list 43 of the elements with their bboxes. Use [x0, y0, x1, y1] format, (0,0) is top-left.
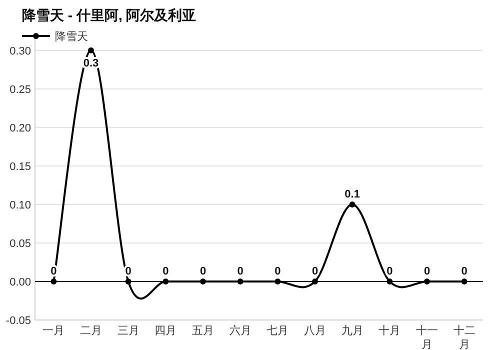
x-tick-label: 二月 — [80, 325, 102, 337]
data-label: 0 — [237, 265, 244, 278]
y-tick-label: 0.05 — [10, 238, 31, 250]
x-tick-label: 七月 — [266, 324, 289, 337]
y-tick-label: 0.10 — [10, 199, 31, 212]
point — [50, 278, 57, 284]
point — [200, 278, 206, 284]
data-label: 0 — [274, 265, 281, 278]
data-label: 0 — [162, 265, 169, 278]
point — [312, 278, 318, 284]
point — [274, 278, 281, 284]
point — [125, 278, 132, 284]
y-tick-label: 0.20 — [10, 122, 31, 134]
x-tick-label: 三月 — [117, 325, 140, 337]
chart-title: 降雪天 - 什里阿, 阿尔及利亚 — [22, 7, 196, 23]
x-tick-label: 十月 — [378, 324, 401, 337]
y-tick-label: -0.05 — [6, 315, 31, 327]
data-label: 0.1 — [344, 188, 360, 200]
data-label: 0 — [386, 265, 393, 278]
point — [424, 278, 430, 284]
y-tick-label: 0.15 — [10, 160, 31, 173]
point — [386, 278, 393, 284]
x-tick-label: 一月 — [42, 325, 65, 337]
x-tick-label: 六月 — [229, 324, 252, 337]
x-tick-label: 十一月 — [416, 324, 438, 350]
x-tick-label: 五月 — [192, 325, 214, 337]
y-tick-label: 0.30 — [10, 45, 31, 58]
point — [162, 278, 169, 284]
point — [349, 201, 356, 208]
data-label: 0 — [312, 265, 318, 278]
x-tick-label: 九月 — [341, 324, 364, 337]
x-tick-label: 八月 — [304, 325, 326, 337]
y-tick-label: 0.00 — [10, 276, 31, 288]
data-label: 0 — [200, 265, 206, 278]
data-label: 0 — [424, 265, 430, 278]
y-tick-label: 0.25 — [10, 84, 31, 96]
point — [461, 278, 468, 284]
x-tick-label: 十二月 — [453, 324, 476, 350]
point — [237, 278, 244, 284]
x-tick-label: 四月 — [154, 325, 177, 337]
data-label: 0 — [461, 265, 468, 278]
point — [88, 47, 94, 54]
legend-label: 降雪天 — [55, 31, 88, 43]
